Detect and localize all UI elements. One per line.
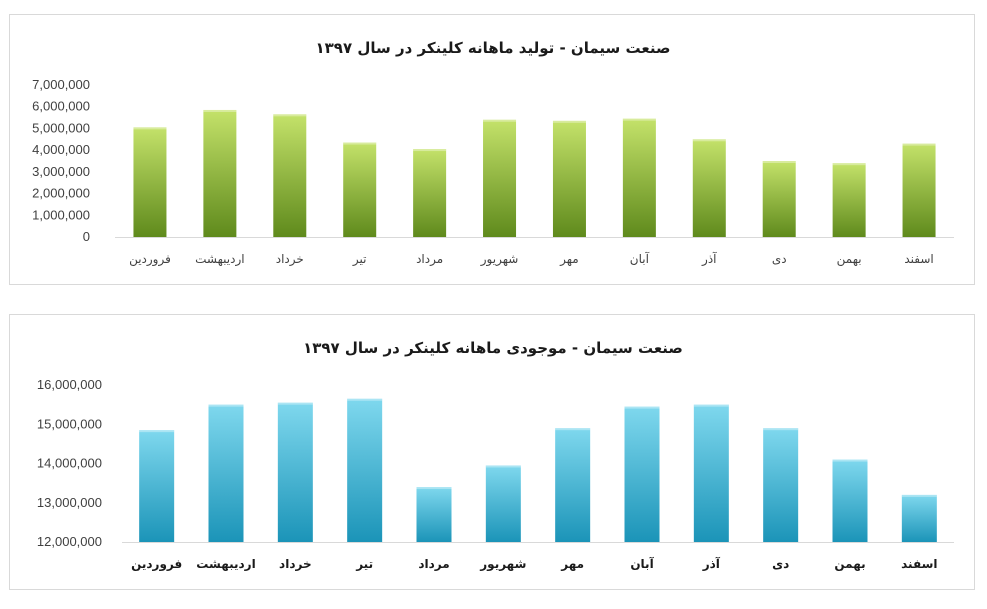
y-tick-label: 3,000,000 [32, 164, 90, 179]
bar-highlight [139, 430, 175, 433]
bar-highlight [208, 404, 244, 407]
x-tick-label: اردیبهشت [196, 557, 255, 571]
chart-title: صنعت سیمان - موجودی ماهانه کلینکر در سال… [303, 339, 683, 357]
x-tick-label: فروردین [129, 252, 171, 267]
production-chart: صنعت سیمان - تولید ماهانه کلینکر در سال … [32, 39, 954, 267]
bar [277, 402, 313, 542]
x-tick-label: دی [772, 557, 789, 571]
bar-highlight [832, 163, 866, 166]
x-tick-label: دی [772, 252, 787, 266]
bar [139, 430, 175, 542]
y-tick-label: 6,000,000 [32, 99, 90, 114]
bar [832, 459, 868, 542]
x-tick-label: اسفند [904, 252, 933, 266]
x-tick-label: مرداد [416, 252, 443, 267]
bar-highlight [693, 404, 729, 407]
y-tick-label: 4,000,000 [32, 142, 90, 157]
y-tick-label: 7,000,000 [32, 77, 90, 92]
y-tick-label: 13,000,000 [37, 495, 102, 510]
bar-highlight [413, 149, 447, 152]
bar [133, 127, 167, 237]
bar [832, 163, 866, 237]
y-tick-label: 15,000,000 [37, 416, 102, 431]
bar-highlight [416, 487, 452, 490]
y-tick-label: 14,000,000 [37, 456, 102, 471]
y-tick-label: 1,000,000 [32, 207, 90, 222]
bar-highlight [901, 494, 937, 497]
bar-highlight [552, 120, 586, 123]
x-tick-label: شهریور [480, 252, 519, 267]
bar-highlight [483, 119, 517, 122]
x-tick-label: اردیبهشت [195, 252, 244, 267]
bar [483, 119, 517, 237]
bar-highlight [343, 142, 377, 145]
bar [343, 142, 377, 237]
bar [273, 114, 307, 237]
inventory-chart-panel: صنعت سیمان - موجودی ماهانه کلینکر در سال… [9, 314, 975, 590]
x-tick-label: مهر [560, 557, 584, 571]
x-tick-label: خرداد [276, 252, 304, 267]
production-chart-panel: صنعت سیمان - تولید ماهانه کلینکر در سال … [9, 14, 975, 285]
bar [416, 487, 452, 542]
bar [624, 406, 660, 542]
bar-highlight [763, 428, 799, 431]
x-tick-label: آبان [630, 556, 654, 571]
bar [485, 465, 521, 542]
x-tick-label: آذر [702, 556, 721, 571]
x-tick-label: مرداد [418, 557, 449, 571]
bar [413, 149, 447, 237]
y-tick-label: 12,000,000 [37, 534, 102, 549]
y-tick-label: 16,000,000 [37, 377, 102, 392]
bar-highlight [762, 161, 796, 163]
bar [552, 120, 586, 237]
bar-highlight [622, 118, 656, 121]
bar [555, 428, 591, 542]
bar-highlight [203, 109, 237, 112]
y-tick-label: 0 [83, 229, 90, 244]
x-tick-label: تیر [352, 252, 367, 267]
y-tick-label: 5,000,000 [32, 120, 90, 135]
x-tick-label: آذر [701, 251, 717, 267]
chart-title: صنعت سیمان - تولید ماهانه کلینکر در سال … [316, 39, 671, 57]
x-tick-label: اسفند [901, 557, 937, 571]
bar [347, 398, 383, 542]
bar-highlight [485, 465, 521, 468]
x-tick-label: آبان [630, 251, 650, 266]
bar-highlight [692, 139, 726, 142]
inventory-chart: صنعت سیمان - موجودی ماهانه کلینکر در سال… [37, 339, 954, 572]
x-tick-label: بهمن [834, 557, 865, 571]
bar-highlight [277, 402, 313, 405]
x-tick-label: خرداد [279, 557, 312, 571]
bar [902, 143, 936, 237]
bar-highlight [555, 428, 591, 431]
bar [693, 404, 729, 542]
bar [762, 161, 796, 237]
x-tick-label: فروردین [131, 557, 182, 572]
bar [763, 428, 799, 542]
bar-highlight [273, 114, 307, 117]
bar [901, 494, 937, 542]
bar-highlight [133, 127, 167, 130]
bar-highlight [902, 143, 936, 146]
x-tick-label: بهمن [837, 252, 862, 267]
bar-highlight [624, 406, 660, 409]
x-tick-label: شهریور [479, 557, 526, 572]
x-tick-label: مهر [559, 252, 579, 267]
bar-highlight [832, 459, 868, 462]
bar-highlight [347, 398, 383, 401]
y-tick-label: 2,000,000 [32, 186, 90, 201]
bar [692, 139, 726, 237]
bar [208, 404, 244, 542]
x-tick-label: تیر [355, 557, 373, 571]
bar [203, 109, 237, 237]
bar [622, 118, 656, 237]
